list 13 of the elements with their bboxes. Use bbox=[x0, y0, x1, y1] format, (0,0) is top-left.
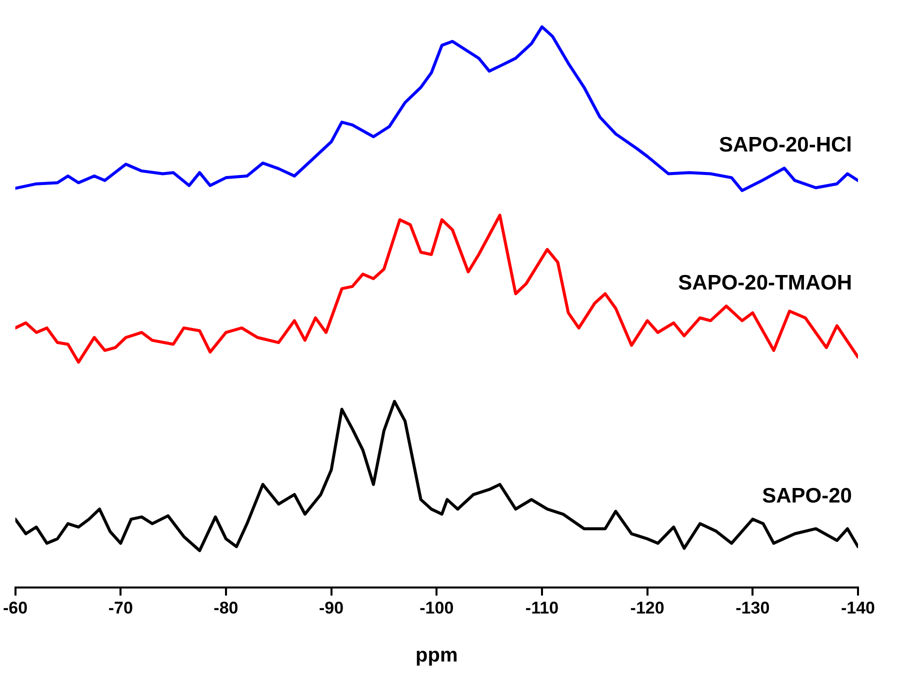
x-tick-label: -80 bbox=[214, 598, 238, 618]
series-label: SAPO-20 bbox=[762, 484, 852, 508]
series-label: SAPO-20-TMAOH bbox=[678, 271, 852, 294]
x-tick-label: -100 bbox=[420, 598, 454, 618]
x-tick-label: -120 bbox=[630, 598, 664, 618]
x-tick-label: -130 bbox=[736, 598, 770, 618]
x-tick-label: -90 bbox=[319, 598, 344, 618]
x-tick-label: -140 bbox=[840, 598, 876, 618]
x-axis-title: ppm bbox=[416, 644, 458, 667]
x-tick-label: -60 bbox=[2, 598, 28, 618]
series-label: SAPO-20-HCl bbox=[718, 133, 852, 156]
x-tick-label: -110 bbox=[525, 598, 559, 618]
x-tick-label: -70 bbox=[108, 598, 133, 618]
